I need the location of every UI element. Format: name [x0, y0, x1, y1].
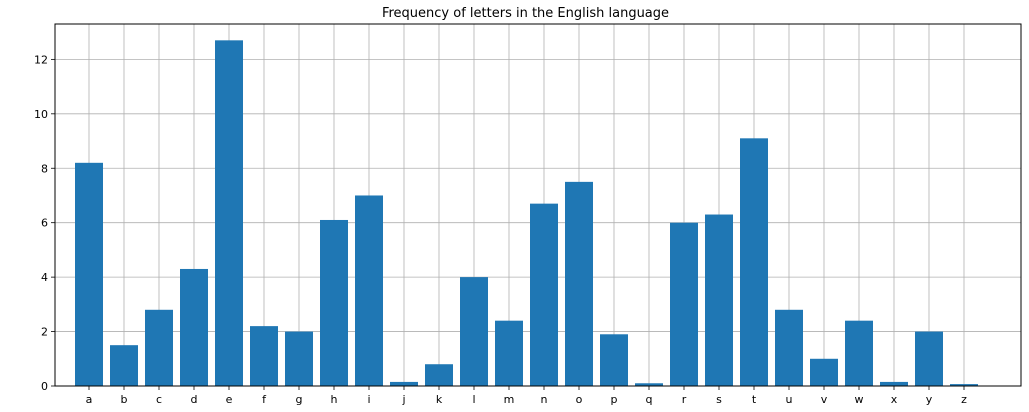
x-tick-label: g [296, 393, 303, 406]
y-tick-label: 4 [41, 271, 48, 284]
bar-i [355, 195, 383, 386]
bar-l [460, 277, 488, 386]
x-tick-label: n [541, 393, 548, 406]
bar-n [530, 203, 558, 386]
bar-f [250, 326, 278, 386]
bar-o [565, 181, 593, 386]
x-tick-label: v [821, 393, 828, 406]
x-tick-label: r [682, 393, 687, 406]
x-tick-label: p [611, 393, 618, 406]
x-tick-label: q [646, 393, 653, 406]
x-tick-label: s [716, 393, 722, 406]
x-tick-label: w [855, 393, 864, 406]
bar-a [75, 162, 103, 386]
bar-d [180, 268, 208, 386]
x-tick-label: z [961, 393, 967, 406]
bar-c [145, 309, 173, 386]
bar-y [915, 331, 943, 386]
bar-w [845, 320, 873, 386]
x-tick-label: b [121, 393, 128, 406]
bar-h [320, 219, 348, 386]
x-tick-label: h [331, 393, 338, 406]
x-tick-label: m [504, 393, 515, 406]
y-tick-label: 2 [41, 326, 48, 339]
x-tick-label: t [752, 393, 757, 406]
x-tick-label: d [191, 393, 198, 406]
bar-r [670, 222, 698, 386]
x-tick-label: u [786, 393, 793, 406]
ticks: a b c d e f g h i j k l m n o p q r s t u v w x y z 0 2 4 6 8 10 12 [34, 53, 967, 406]
bar-m [495, 320, 523, 386]
bar-x [880, 381, 908, 386]
x-tick-label: j [401, 393, 405, 406]
bars [75, 40, 978, 387]
bar-e [215, 40, 243, 387]
x-tick-label: x [891, 393, 898, 406]
y-tick-label: 12 [34, 53, 48, 66]
x-tick-label: c [156, 393, 162, 406]
x-tick-label: i [367, 393, 370, 406]
y-tick-label: 0 [41, 380, 48, 393]
x-tick-label: a [86, 393, 93, 406]
x-tick-label: f [262, 393, 267, 406]
bar-b [110, 345, 138, 386]
bar-t [740, 138, 768, 386]
plot-frame [54, 23, 1022, 387]
x-tick-label: k [436, 393, 443, 406]
bar-q [635, 383, 663, 386]
bar-v [810, 358, 838, 386]
bar-z [950, 384, 978, 386]
x-tick-label: e [226, 393, 233, 406]
bar-g [285, 331, 313, 386]
x-tick-label: l [472, 393, 475, 406]
bar-p [600, 334, 628, 386]
bar-s [705, 214, 733, 386]
x-tick-label: y [926, 393, 933, 406]
y-tick-label: 8 [41, 162, 48, 175]
x-tick-label: o [576, 393, 583, 406]
y-tick-label: 10 [34, 108, 48, 121]
bar-k [425, 364, 453, 386]
chart-title: Frequency of letters in the English lang… [381, 6, 670, 21]
y-tick-label: 6 [41, 217, 48, 230]
bar-u [775, 309, 803, 386]
bar-j [390, 381, 418, 386]
